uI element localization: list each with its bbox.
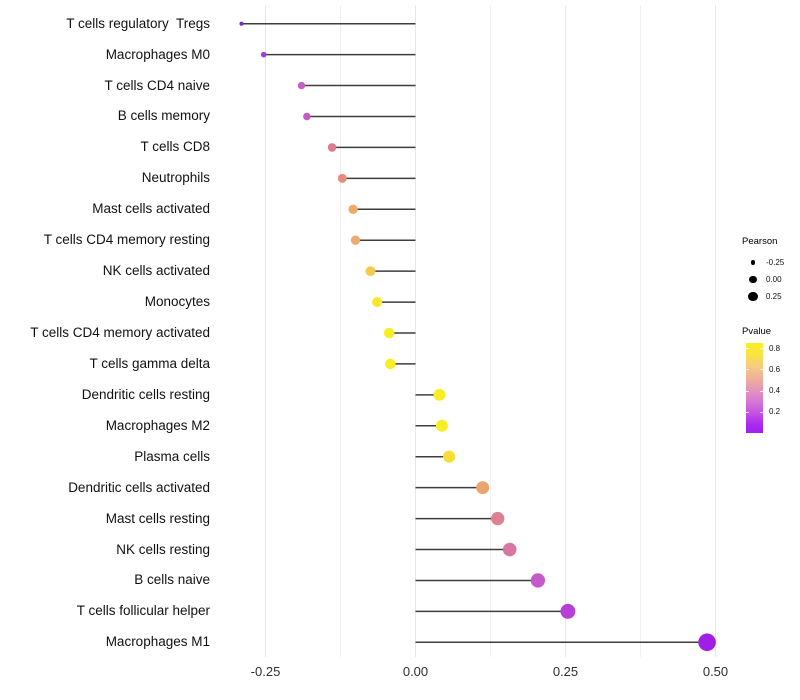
colorbar-tick-label: 0.8 bbox=[769, 343, 781, 353]
size-legend-dot-box bbox=[742, 260, 764, 265]
lollipop-dot bbox=[560, 603, 576, 619]
y-axis-label: T cells regulatory Tregs bbox=[66, 15, 210, 31]
size-legend-label: -0.25 bbox=[766, 258, 785, 267]
lollipop-dot bbox=[491, 511, 505, 526]
x-axis-tick-label: 0.00 bbox=[402, 664, 429, 679]
y-axis-label: Mast cells activated bbox=[92, 201, 210, 217]
color-legend-title: Pvalue bbox=[742, 326, 772, 337]
colorbar-tickmark bbox=[746, 390, 749, 392]
lollipop-dot bbox=[372, 297, 383, 308]
colorbar-tickmark bbox=[760, 348, 763, 350]
colorbar-tickmark bbox=[760, 369, 763, 371]
y-axis-label: T cells gamma delta bbox=[89, 355, 210, 371]
y-axis-label: T cells CD4 memory activated bbox=[30, 325, 210, 340]
lollipop-dot bbox=[443, 450, 456, 463]
lollipop-dot bbox=[383, 327, 395, 339]
lollipop-dot bbox=[502, 542, 517, 557]
y-axis-label: T cells follicular helper bbox=[76, 603, 210, 619]
y-axis-label: Monocytes bbox=[144, 294, 210, 310]
lollipop-dot bbox=[365, 266, 376, 277]
colorbar-tickmark bbox=[746, 348, 749, 350]
y-axis-label: Plasma cells bbox=[134, 448, 210, 464]
y-axis-label: Macrophages M2 bbox=[105, 417, 210, 433]
lollipop-dot bbox=[337, 173, 347, 183]
lollipop-dot bbox=[698, 633, 716, 652]
y-axis-label: B cells naive bbox=[134, 572, 210, 588]
lollipop-dot bbox=[435, 419, 448, 432]
size-legend-dot-box bbox=[742, 275, 764, 284]
colorbar-tick-label: 0.4 bbox=[769, 386, 781, 396]
colorbar-tick-label: 0.6 bbox=[769, 364, 781, 374]
lollipop-dot bbox=[350, 235, 361, 245]
y-axis-label: Macrophages M0 bbox=[105, 46, 210, 62]
size-legend-label: 0.25 bbox=[766, 292, 782, 301]
x-axis-tick-label: 0.25 bbox=[552, 664, 579, 679]
size-legend-item: 0.00 bbox=[742, 271, 800, 288]
colorbar-wrap: 0.8 0.6 0.4 0.2 bbox=[742, 343, 800, 439]
size-legend-dot-box bbox=[742, 291, 764, 302]
lollipop-dot bbox=[297, 81, 306, 90]
y-axis-label: T cells CD8 bbox=[140, 139, 210, 155]
legend: Pearson -0.25 0.00 0.25 Pvalue 0.8 0.6 0.4 0.… bbox=[742, 236, 800, 439]
lollipop-dot bbox=[476, 481, 490, 495]
color-legend: Pvalue 0.8 0.6 0.4 0.2 bbox=[742, 326, 800, 439]
size-legend-dot-icon bbox=[750, 260, 756, 265]
lollipop-dot bbox=[303, 112, 311, 121]
y-axis-label: T cells CD4 naive bbox=[104, 77, 210, 93]
y-axis-label: Dendritic cells resting bbox=[81, 386, 210, 402]
lollipop-dot bbox=[348, 204, 358, 214]
size-legend-item: -0.25 bbox=[742, 254, 800, 271]
size-legend-item: 0.25 bbox=[742, 288, 800, 305]
y-axis-label: Mast cells resting bbox=[105, 510, 210, 526]
size-legend-dot-icon bbox=[748, 291, 758, 302]
colorbar-tickmark bbox=[760, 411, 763, 413]
lollipop-dot bbox=[327, 143, 337, 152]
y-axis-label: NK cells activated bbox=[102, 263, 210, 279]
colorbar-tickmark bbox=[760, 390, 763, 392]
size-legend: Pearson -0.25 0.00 0.25 bbox=[742, 236, 800, 305]
colorbar-tickmark bbox=[746, 369, 749, 371]
lollipop-dot bbox=[239, 21, 244, 26]
y-axis-label: B cells memory bbox=[117, 108, 210, 124]
x-axis-tick-label: -0.25 bbox=[250, 664, 281, 679]
size-legend-dot-icon bbox=[749, 275, 757, 284]
lollipop-dot bbox=[433, 388, 446, 401]
y-axis-label: T cells CD4 memory resting bbox=[43, 232, 210, 248]
size-legend-title: Pearson bbox=[742, 236, 778, 247]
y-axis-label: Dendritic cells activated bbox=[68, 479, 210, 495]
lollipop-dot bbox=[260, 51, 267, 58]
lollipop-dot bbox=[385, 358, 396, 370]
x-axis-tick-label: 0.50 bbox=[702, 664, 729, 679]
size-legend-label: 0.00 bbox=[766, 275, 782, 284]
colorbar-tickmark bbox=[746, 411, 749, 413]
y-axis-label: Macrophages M1 bbox=[105, 634, 210, 650]
y-axis-label: Neutrophils bbox=[141, 170, 210, 186]
colorbar-tick-label: 0.2 bbox=[769, 407, 781, 417]
lollipop-dot bbox=[530, 573, 546, 588]
colorbar-gradient bbox=[746, 343, 763, 433]
size-legend-items: -0.25 0.00 0.25 bbox=[742, 254, 800, 305]
y-axis-label: NK cells resting bbox=[116, 541, 210, 557]
